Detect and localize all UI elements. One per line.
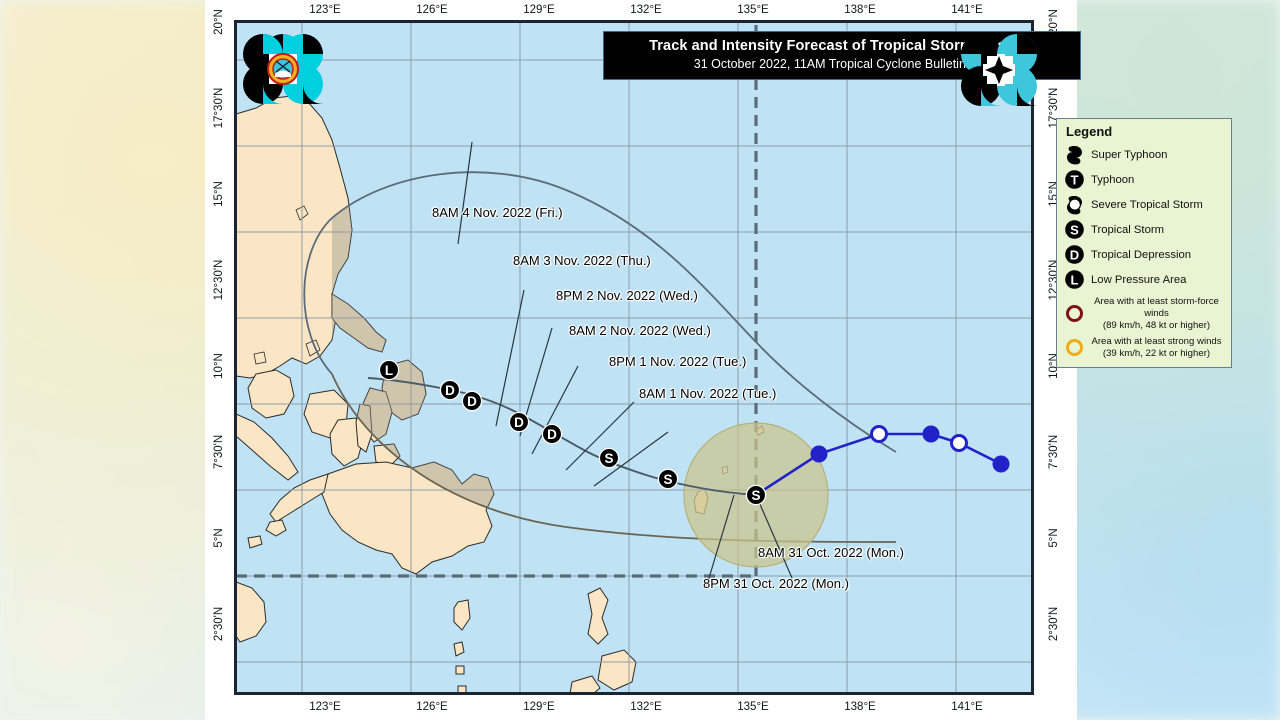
longitude-tick-132°E: 132°E [630,4,662,16]
marker-8pm-2nov[interactable]: D [461,390,483,412]
legend-item-label: Severe Tropical Storm [1091,198,1203,211]
legend-item-severe-tropical-storm: Severe Tropical Storm [1064,192,1224,217]
longitude-tick-135°E: 135°E [737,701,769,713]
legend-wind-ring-1: Area with at least strong winds (39 km/h,… [1064,336,1224,360]
forecast-label-8am-2nov: 8AM 2 Nov. 2022 (Wed.) [569,323,711,338]
marker-8am-2nov[interactable]: D [508,411,530,433]
svg-text:L: L [1071,272,1079,287]
legend-item-typhoon: T Typhoon [1064,167,1224,192]
marker-8am-31oct[interactable]: S [745,484,767,506]
legend-item-tropical-depression: D Tropical Depression [1064,242,1224,267]
forecast-label-8am-4nov: 8AM 4 Nov. 2022 (Fri.) [432,205,563,220]
legend-item-label: Tropical Storm [1091,223,1165,236]
svg-text:S: S [1070,222,1079,237]
tropical-storm-symbol: S [1064,219,1085,240]
low-pressure-area-symbol: L [1064,269,1085,290]
svg-text:T: T [1071,172,1079,187]
legend-item-label: Low Pressure Area [1091,273,1187,286]
forecast-label-8pm-1nov: 8PM 1 Nov. 2022 (Tue.) [609,354,747,369]
latitude-tick-730N: 7°30'N [213,434,225,470]
marker-8am-4nov[interactable]: L [378,359,400,381]
wind-ring-icon [1066,305,1083,323]
legend-item-label: Tropical Depression [1091,248,1192,261]
longitude-tick-126°E: 126°E [416,4,448,16]
forecast-label-8am-1nov: 8AM 1 Nov. 2022 (Tue.) [639,386,777,401]
legend-box: Legend Super Typhoon T Typhoon Severe Tropi… [1056,118,1232,368]
chart-title: Track and Intensity Forecast of Tropical… [649,38,1035,54]
pagasa-logo [241,26,325,117]
legend-item-list: Super Typhoon T Typhoon Severe Tropical Sto… [1064,142,1224,292]
forecast-label-8pm-2nov: 8PM 2 Nov. 2022 (Wed.) [556,288,698,303]
legend-item-tropical-storm: S Tropical Storm [1064,217,1224,242]
legend-item-low-pressure-area: L Low Pressure Area [1064,267,1224,292]
latitude-tick-1730N: 17°30'N [213,87,225,129]
marker-8am-1nov[interactable]: S [598,447,620,469]
marker-8am-3nov[interactable]: D [439,379,461,401]
latitude-tick-5N: 5°N [1048,528,1060,548]
svg-text:D: D [467,394,477,409]
svg-text:S: S [604,451,613,466]
legend-wind-list: Area with at least storm-force winds (89 … [1064,296,1224,360]
bulletin-sheet: 123°E 126°E 129°E 132°E 135°E 138°E 141°E 123°… [205,0,1232,720]
longitude-tick-141°E: 141°E [951,4,983,16]
forecast-label-8pm-31oct: 8PM 31 Oct. 2022 (Mon.) [703,576,849,591]
latitude-tick-10N: 10°N [213,353,225,379]
longitude-tick-141°E: 141°E [951,701,983,713]
legend-item-label: Super Typhoon [1091,148,1168,161]
longitude-tick-138°E: 138°E [844,4,876,16]
marker-8pm-31oct[interactable]: S [657,468,679,490]
longitude-tick-132°E: 132°E [630,701,662,713]
svg-text:D: D [514,415,524,430]
marker-8pm-1nov[interactable]: D [541,423,563,445]
past-track-points [810,425,1010,473]
longitude-tick-126°E: 126°E [416,701,448,713]
super-typhoon-symbol [1064,144,1085,165]
legend-wind-ring-0: Area with at least storm-force winds (89 … [1064,296,1224,332]
legend-heading: Legend [1066,124,1113,139]
longitude-tick-123°E: 123°E [309,4,341,16]
svg-text:D: D [445,383,455,398]
latitude-tick-20N: 20°N [213,9,225,35]
svg-text:D: D [1070,247,1079,262]
longitude-tick-138°E: 138°E [844,701,876,713]
longitude-tick-129°E: 129°E [523,701,555,713]
forecast-label-8am-31oct: 8AM 31 Oct. 2022 (Mon.) [758,545,904,560]
latitude-tick-5N: 5°N [213,528,225,548]
longitude-tick-135°E: 135°E [737,4,769,16]
tropical-depression-symbol: D [1064,244,1085,265]
legend-item-super-typhoon: Super Typhoon [1064,142,1224,167]
longitude-tick-123°E: 123°E [309,701,341,713]
forecast-label-8am-3nov: 8AM 3 Nov. 2022 (Thu.) [513,253,651,268]
wind-ring-icon [1066,339,1083,357]
chart-subtitle: 31 October 2022, 11AM Tropical Cyclone B… [693,57,991,72]
latitude-tick-230N: 2°30'N [213,606,225,642]
svg-text:D: D [547,427,557,442]
svg-text:S: S [751,488,760,503]
dost-logo [957,26,1041,117]
latitude-tick-230N: 2°30'N [1048,606,1060,642]
longitude-tick-129°E: 129°E [523,4,555,16]
typhoon-symbol: T [1064,169,1085,190]
latitude-tick-15N: 15°N [213,181,225,207]
legend-wind-label: Area with at least storm-force winds (89 … [1094,296,1219,331]
legend-item-label: Typhoon [1091,173,1135,186]
svg-text:S: S [663,472,672,487]
legend-wind-label: Area with at least strong winds (39 km/h,… [1091,335,1222,359]
svg-text:L: L [385,363,393,378]
latitude-tick-1230N: 12°30'N [213,259,225,301]
severe-tropical-storm-symbol [1064,194,1085,215]
latitude-tick-730N: 7°30'N [1048,434,1060,470]
